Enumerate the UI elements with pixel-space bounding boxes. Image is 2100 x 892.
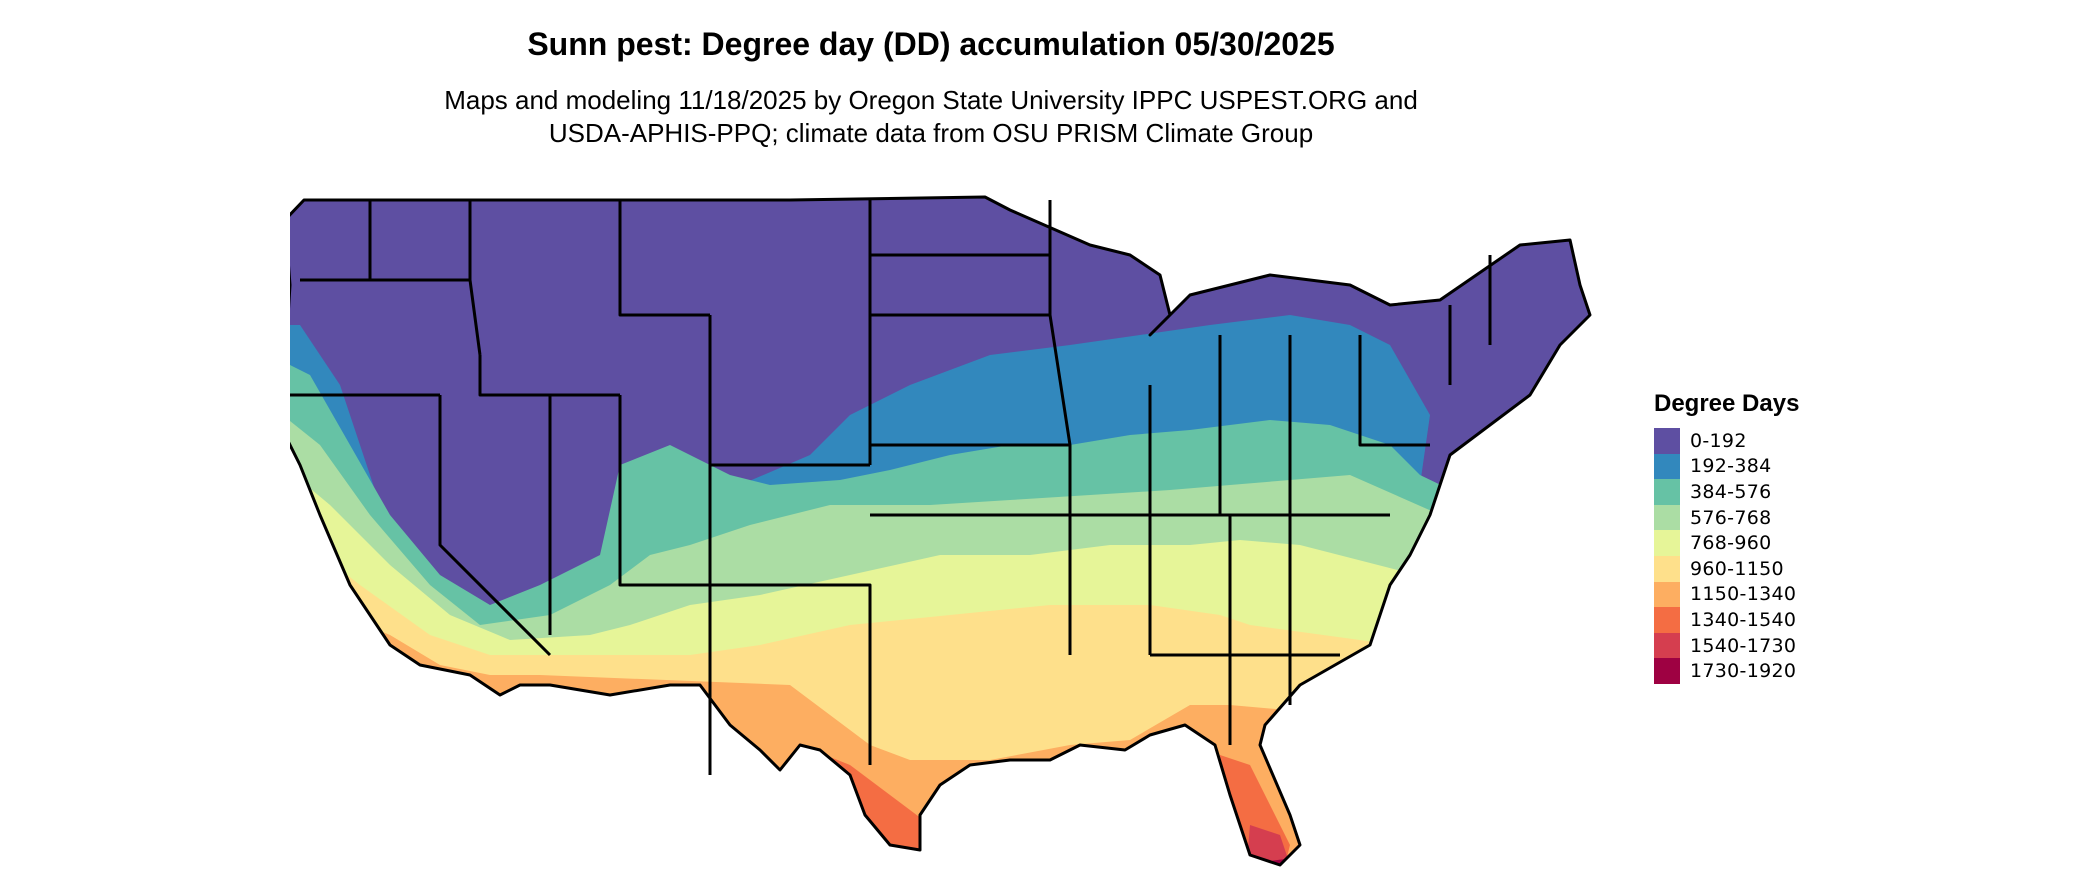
legend-swatch bbox=[1654, 581, 1680, 608]
subtitle-line-2: USDA-APHIS-PPQ; climate data from OSU PR… bbox=[548, 118, 1314, 148]
legend-label: 0-192 bbox=[1690, 429, 1747, 452]
map-subtitle: Maps and modeling 11/18/2025 by Oregon S… bbox=[0, 84, 1862, 150]
legend-swatch bbox=[1654, 504, 1680, 531]
legend-item: 1340-1540 bbox=[1654, 607, 1799, 633]
legend-label: 1730-1920 bbox=[1690, 660, 1797, 683]
legend-swatch bbox=[1654, 453, 1680, 480]
degree-day-raster bbox=[290, 197, 1590, 865]
legend-item: 1540-1730 bbox=[1654, 632, 1799, 659]
legend-label: 1540-1730 bbox=[1690, 634, 1797, 657]
legend-item: 192-384 bbox=[1654, 453, 1799, 480]
pa-border bbox=[1358, 335, 1430, 447]
mt-border bbox=[618, 200, 710, 317]
legend: Degree Days 0-192 192-384 384-576 576-768 76… bbox=[1654, 390, 1799, 684]
mn-ia-mo-west bbox=[1048, 200, 1072, 655]
us-outline bbox=[290, 195, 1592, 867]
nm-tx-border bbox=[710, 583, 872, 765]
legend-items: 0-192 192-384 384-576 576-768 768-960 960-115… bbox=[1654, 428, 1799, 684]
legend-label: 576-768 bbox=[1690, 506, 1772, 529]
degree-day-map bbox=[290, 195, 1592, 867]
legend-swatch bbox=[1654, 632, 1680, 659]
legend-label: 384-576 bbox=[1690, 480, 1772, 503]
legend-swatch bbox=[1654, 555, 1680, 582]
legend-label: 1340-1540 bbox=[1690, 608, 1797, 631]
legend-item: 768-960 bbox=[1654, 530, 1799, 556]
map-title: Sunn pest: Degree day (DD) accumulation … bbox=[527, 26, 1335, 62]
legend-item: 384-576 bbox=[1654, 479, 1799, 505]
id-south bbox=[478, 355, 620, 397]
legend-title: Degree Days bbox=[1654, 390, 1800, 417]
legend-swatch bbox=[1654, 658, 1680, 684]
legend-item: 1150-1340 bbox=[1654, 581, 1799, 608]
ca-nv-border bbox=[438, 395, 552, 657]
legend-item: 1730-1920 bbox=[1654, 658, 1799, 684]
id-border-west bbox=[468, 200, 482, 356]
legend-item: 0-192 bbox=[1654, 428, 1799, 454]
legend-item: 576-768 bbox=[1654, 504, 1799, 531]
legend-label: 192-384 bbox=[1690, 455, 1772, 478]
legend-swatch bbox=[1654, 479, 1680, 505]
legend-swatch bbox=[1654, 428, 1680, 454]
zone-1540-1730 bbox=[1245, 825, 1290, 865]
subtitle-line-1: Maps and modeling 11/18/2025 by Oregon S… bbox=[444, 85, 1418, 115]
legend-label: 960-1150 bbox=[1690, 557, 1784, 580]
legend-label: 768-960 bbox=[1690, 532, 1772, 555]
ut-border bbox=[618, 395, 710, 587]
legend-swatch bbox=[1654, 607, 1680, 633]
state-boundaries bbox=[290, 195, 1592, 867]
legend-item: 960-1150 bbox=[1654, 555, 1799, 582]
legend-label: 1150-1340 bbox=[1690, 583, 1797, 606]
legend-swatch bbox=[1654, 530, 1680, 556]
